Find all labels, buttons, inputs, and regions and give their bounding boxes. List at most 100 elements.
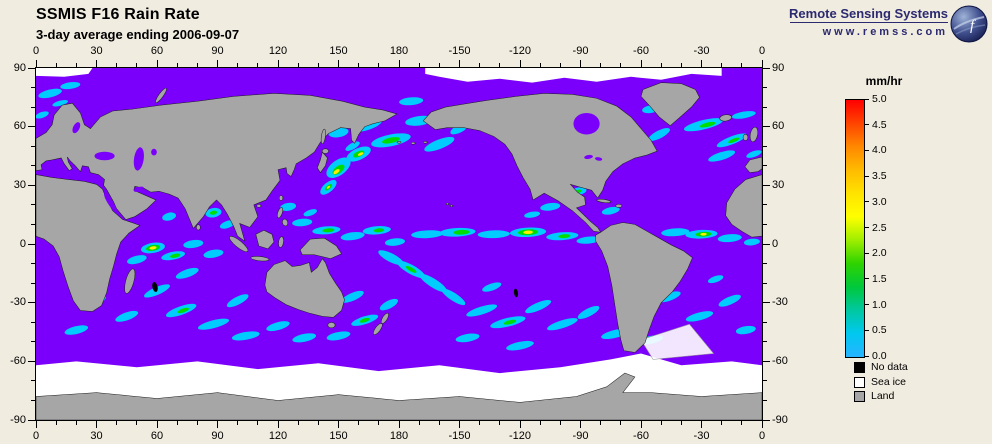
rain-cell-light <box>424 136 455 152</box>
rain-cell-heavy <box>333 169 340 175</box>
arctic-sea-ice <box>425 68 722 83</box>
lon-tick-mark-bottom <box>640 421 642 428</box>
lon-minor-tick-top <box>499 63 501 67</box>
island-novaya-zemlya <box>155 87 167 103</box>
colorbar-tick-mark <box>865 329 869 331</box>
rain-cell-light <box>378 250 404 266</box>
page-subtitle: 3-day average ending 2006-09-07 <box>36 27 240 42</box>
rain-cell-light <box>379 298 399 311</box>
rain-cell-light <box>601 206 620 215</box>
rain-cell-light <box>577 305 600 319</box>
rain-cell-light <box>38 88 62 99</box>
island-java <box>250 256 270 262</box>
rain-cell-light <box>411 230 444 239</box>
rain-cell-light <box>303 209 317 217</box>
landmass-eurasia <box>36 93 398 242</box>
lat-minor-tick-right <box>763 106 767 108</box>
landmass-new-guinea <box>299 237 342 259</box>
lat-tick-mark-right <box>763 302 770 304</box>
lat-tick-mark-left <box>28 184 35 186</box>
island-mindanao <box>282 218 289 227</box>
rain-cell-light <box>203 249 224 258</box>
lon-minor-tick-bottom <box>600 421 602 425</box>
lon-tick-label-bottom: 60 <box>150 430 164 442</box>
lon-tick-mark-top <box>338 60 339 67</box>
lon-minor-tick-top <box>297 63 299 67</box>
lon-tick-label-top: 0 <box>32 45 40 57</box>
rain-cell-light <box>162 212 176 221</box>
lon-tick-mark-bottom <box>580 421 581 428</box>
lon-tick-mark-bottom <box>35 421 37 428</box>
lat-tick-mark-right <box>763 67 770 69</box>
rain-cell-light <box>540 202 561 211</box>
lat-tick-mark-right <box>763 184 770 186</box>
rain-cell-moderate <box>558 234 571 239</box>
lon-tick-label-bottom: -120 <box>508 430 532 442</box>
island-taiwan <box>278 195 284 201</box>
rain-cell-moderate <box>373 228 385 233</box>
rain-cell-heavy <box>326 185 331 189</box>
rain-cell-light <box>340 231 365 241</box>
rain-cell-moderate <box>170 253 181 258</box>
lon-minor-tick-top <box>358 63 360 67</box>
lat-tick-mark-left <box>28 126 35 128</box>
colorbar-tick-mark <box>865 201 869 203</box>
lon-minor-tick-top <box>55 63 57 67</box>
lon-minor-tick-bottom <box>620 421 622 425</box>
colorbar-tick-label: 0.0 <box>872 350 887 362</box>
colorbar-tick-mark <box>865 149 869 151</box>
lat-minor-tick-left <box>31 106 35 108</box>
brand-name: Remote Sensing Systems <box>789 6 948 21</box>
lon-tick-label-bottom: -30 <box>693 430 710 442</box>
rain-cell-light <box>226 294 249 308</box>
island-aleutian-1 <box>396 141 402 144</box>
lon-minor-tick-top <box>721 63 723 67</box>
lon-tick-mark-bottom <box>519 421 521 428</box>
colorbar-tick-label: 1.0 <box>872 298 887 311</box>
lon-tick-label-top: 30 <box>90 45 103 57</box>
lon-tick-label-bottom: 90 <box>211 430 224 442</box>
lon-tick-mark-top <box>217 60 218 67</box>
red-sea <box>104 193 118 213</box>
lon-tick-label-bottom: -150 <box>448 430 471 442</box>
island-hispaniola <box>615 204 623 208</box>
lon-tick-mark-top <box>398 60 400 67</box>
lat-minor-tick-left <box>31 380 35 382</box>
rain-cell-heavy <box>149 246 157 250</box>
lat-tick-mark-right <box>763 243 770 245</box>
island-hawaii-2 <box>449 204 453 208</box>
lon-tick-mark-top <box>701 60 702 67</box>
legend-swatch-no-data <box>854 362 865 373</box>
colorbar-tick-mark <box>865 252 869 254</box>
rain-cell-light <box>60 82 81 90</box>
colorbar-gradient <box>846 100 864 357</box>
lon-minor-tick-bottom <box>479 421 481 425</box>
lon-minor-tick-bottom <box>196 421 198 425</box>
legend-label-no-data: No data <box>871 361 908 373</box>
lon-tick-mark-bottom <box>398 421 400 428</box>
rain-cell-light <box>735 325 756 335</box>
lon-tick-mark-bottom <box>96 421 97 428</box>
rain-cell-moderate <box>699 121 716 128</box>
rain-cell-light <box>231 331 260 341</box>
rain-cell-light <box>384 238 406 246</box>
lat-tick-label-right: -60 <box>772 354 788 367</box>
rain-cells-layer <box>36 82 762 351</box>
colorbar-tick-label: 3.5 <box>872 170 887 183</box>
landmass-borneo <box>255 230 275 250</box>
lon-tick-label-top: 90 <box>211 45 224 57</box>
lon-minor-tick-top <box>660 63 662 67</box>
rain-cell-heavy <box>523 230 533 235</box>
island-iceland <box>719 114 732 122</box>
lon-tick-mark-bottom <box>277 421 279 428</box>
lat-minor-tick-right <box>763 399 767 401</box>
rain-cell-light <box>546 318 578 331</box>
brand-url-link[interactable]: www.remss.com <box>822 26 948 38</box>
lat-tick-label-right: -90 <box>772 413 788 426</box>
island-great-britain <box>749 126 758 143</box>
island-luzon <box>277 207 284 219</box>
lon-tick-mark-top <box>459 60 460 67</box>
landmass-australia <box>264 258 345 318</box>
rain-cell-light <box>525 299 552 314</box>
